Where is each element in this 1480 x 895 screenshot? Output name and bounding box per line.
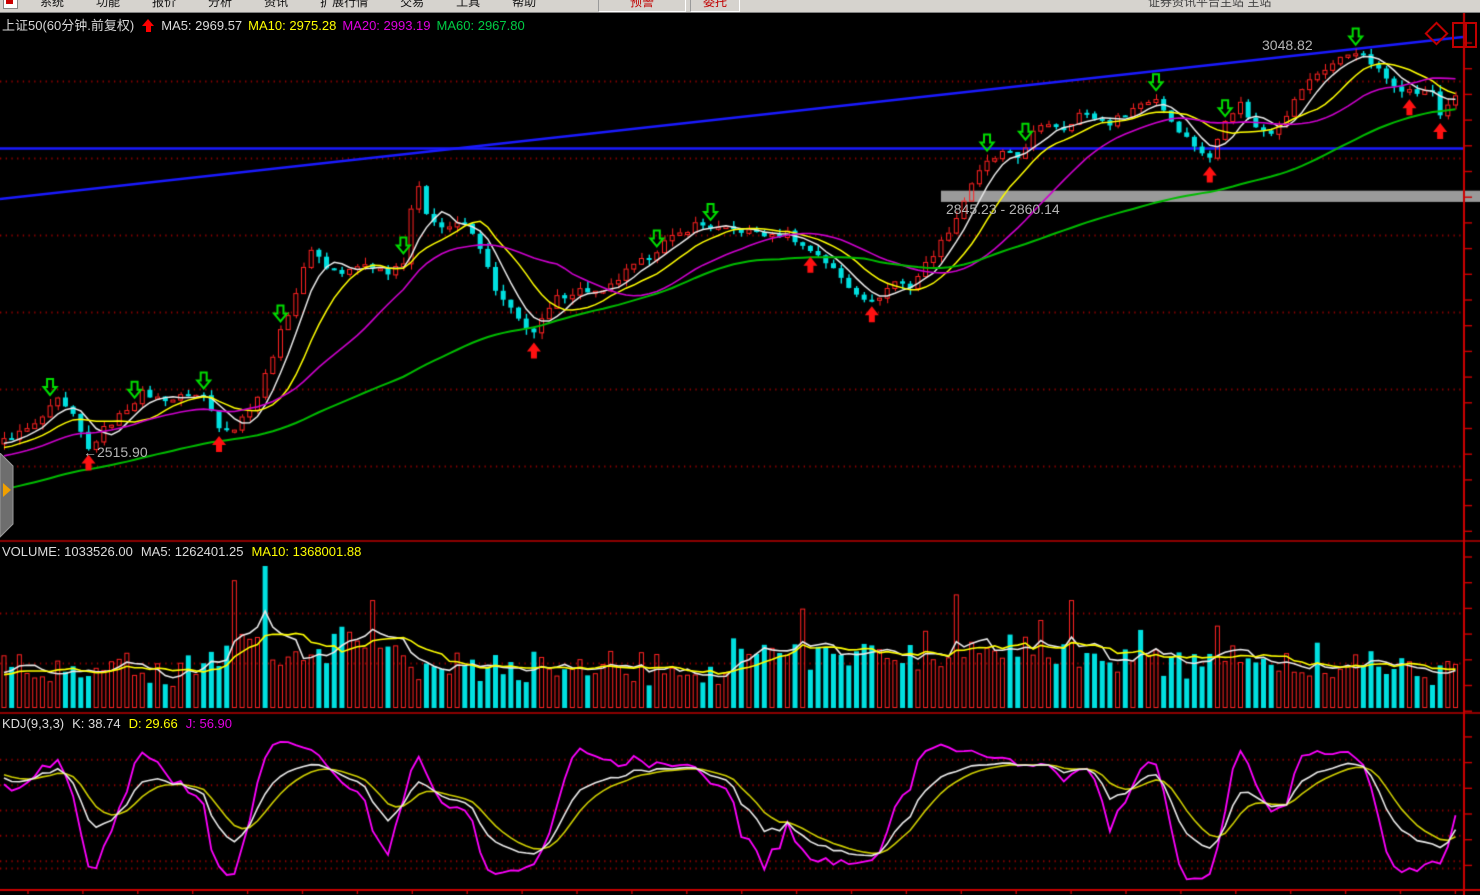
left-panel-handle[interactable] xyxy=(0,453,16,539)
volume-ma10-label: MA10: 1368001.88 xyxy=(251,544,362,559)
expand-arrow-icon xyxy=(3,483,11,497)
server-status-text: 证券资讯平台主站 主站 xyxy=(1148,0,1272,9)
kdj-j-label: J: 56.90 xyxy=(185,716,232,731)
alert-button[interactable]: 预警 xyxy=(598,0,686,12)
menu-item-analysis[interactable]: 分析 xyxy=(208,0,233,9)
menu-item-extended[interactable]: 扩展行情 xyxy=(320,0,369,9)
menu-item-quote[interactable]: 报价 xyxy=(152,0,177,9)
kdj-panel-header: KDJ(9,3,3) K: 38.74 D: 29.66 J: 56.90 xyxy=(2,716,240,731)
volume-value-label: VOLUME: 1033526.00 xyxy=(2,544,133,559)
app-icon xyxy=(3,0,18,9)
volume-panel-header: VOLUME: 1033526.00 MA5: 1262401.25 MA10: 1… xyxy=(2,544,369,559)
menu-bar: 系统 功能 报价 分析 资讯 扩展行情 交易 工具 帮助 预警 委托 证券资讯平台主站 主站 xyxy=(0,0,1480,13)
up-arrow-icon xyxy=(142,19,155,32)
peak-price-label: 3048.82 xyxy=(1262,37,1313,53)
ma5-label: MA5: 2969.57 xyxy=(161,18,243,33)
ma60-label: MA60: 2967.80 xyxy=(436,18,525,33)
trough-price-label: ←2515.90 xyxy=(83,444,148,460)
gap-range-label: 2845.23 - 2860.14 xyxy=(946,201,1060,217)
ma20-label: MA20: 2993.19 xyxy=(342,18,431,33)
kdj-name-label: KDJ(9,3,3) xyxy=(2,716,65,731)
window-boxes-icon[interactable] xyxy=(1452,22,1477,48)
handle-shape xyxy=(0,453,14,538)
ma10-label: MA10: 2975.28 xyxy=(248,18,337,33)
menu-item-function[interactable]: 功能 xyxy=(96,0,121,9)
menu-item-system[interactable]: 系统 xyxy=(40,0,65,9)
kdj-d-label: D: 29.66 xyxy=(128,716,178,731)
volume-ma5-label: MA5: 1262401.25 xyxy=(140,544,244,559)
broker-button[interactable]: 委托 xyxy=(690,0,740,12)
kdj-k-label: K: 38.74 xyxy=(72,716,121,731)
menu-item-tools[interactable]: 工具 xyxy=(456,0,481,9)
menu-item-trade[interactable]: 交易 xyxy=(400,0,425,9)
main-chart-header: 上证50(60分钟.前复权) MA5: 2969.57 MA10: 2975.28 M… xyxy=(2,15,531,34)
menu-item-help[interactable]: 帮助 xyxy=(512,0,537,9)
menu-item-news[interactable]: 资讯 xyxy=(264,0,289,9)
symbol-title: 上证50(60分钟.前复权) xyxy=(2,18,135,33)
